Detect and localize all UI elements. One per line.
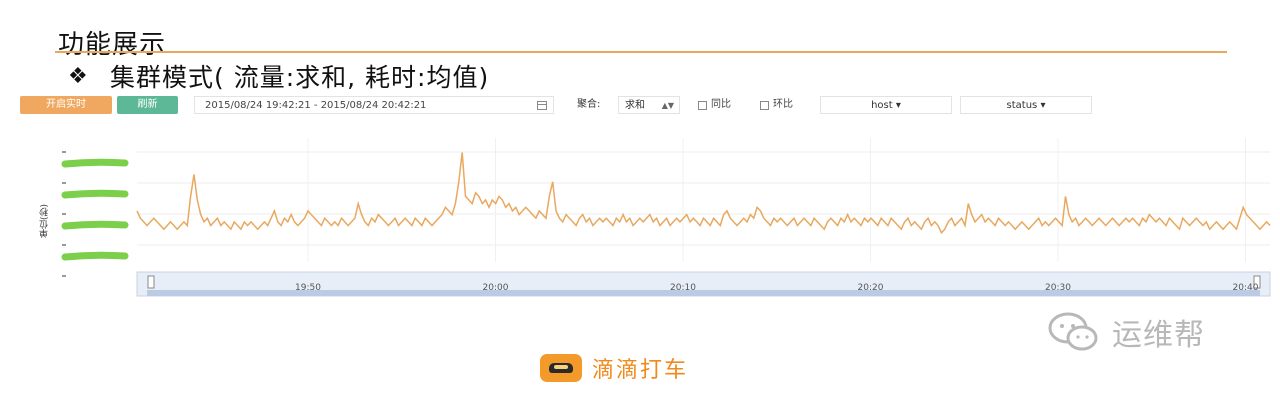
checkbox-box (698, 100, 707, 110)
aggregate-value: 求和 (625, 100, 645, 111)
highlight-stroke (61, 158, 129, 168)
x-tick-label: 20:20 (858, 283, 884, 293)
range-handle-left (147, 275, 155, 289)
checkbox-box (760, 100, 769, 110)
watermark: 运维帮 (1044, 310, 1205, 354)
diamond-bullet-icon: ❖ (68, 63, 88, 89)
status-dropdown[interactable]: status ▾ (960, 96, 1092, 114)
slide-title: 功能展示 (58, 30, 167, 60)
range-handle-right (1253, 275, 1261, 289)
x-tick-label: 20:40 (1233, 283, 1259, 293)
chart-area: 19:50 20:00 20:10 20:20 20:30 20:40 单位(秒) (0, 120, 1280, 300)
calendar-icon (537, 101, 547, 110)
wechat-icon (1048, 312, 1098, 351)
aggregate-select[interactable]: 求和 ▲▼ (618, 96, 680, 114)
x-tick-label: 20:10 (670, 283, 696, 293)
highlight-stroke (61, 189, 129, 199)
didi-car-logo-icon (540, 354, 582, 382)
brand-logo: 滴滴打车 (540, 352, 688, 384)
x-tick-label: 20:00 (483, 283, 509, 293)
date-range-picker[interactable]: 2015/08/24 19:42:21 - 2015/08/24 20:42:2… (194, 96, 554, 114)
refresh-button[interactable]: 刷新 (117, 96, 178, 114)
car-shape (549, 363, 573, 373)
x-tick-label: 20:30 (1045, 283, 1071, 293)
highlight-stroke (61, 251, 129, 261)
highlight-stroke (61, 220, 129, 230)
line-chart: 19:50 20:00 20:10 20:20 20:30 20:40 (61, 138, 1271, 297)
bullet-line: ❖ 集群模式( 流量:求和, 耗时:均值) (68, 58, 489, 94)
updown-arrow-icon: ▲▼ (661, 101, 674, 110)
x-tick-label: 19:50 (295, 283, 321, 293)
host-dropdown[interactable]: host ▾ (820, 96, 952, 114)
range-scrollbar (147, 290, 1260, 296)
title-underline (55, 51, 1227, 53)
toolbar: 开启实时 刷新 2015/08/24 19:42:21 - 2015/08/24… (0, 96, 1280, 116)
date-range-text: 2015/08/24 19:42:21 - 2015/08/24 20:42:2… (205, 100, 427, 111)
watermark-text: 运维帮 (1112, 318, 1205, 353)
bullet-text: 集群模式( 流量:求和, 耗时:均值) (110, 63, 490, 92)
series-line (136, 152, 1271, 235)
yoy-checkbox[interactable]: 同比 (698, 96, 758, 114)
mom-checkbox[interactable]: 环比 (760, 96, 820, 114)
live-button[interactable]: 开启实时 (20, 96, 112, 114)
aggregate-label: 聚合: (577, 99, 601, 110)
y-axis-label: 单位(秒) (40, 204, 50, 239)
yoy-label: 同比 (711, 99, 731, 110)
mom-label: 环比 (773, 99, 793, 110)
logo-text: 滴滴打车 (592, 358, 689, 383)
